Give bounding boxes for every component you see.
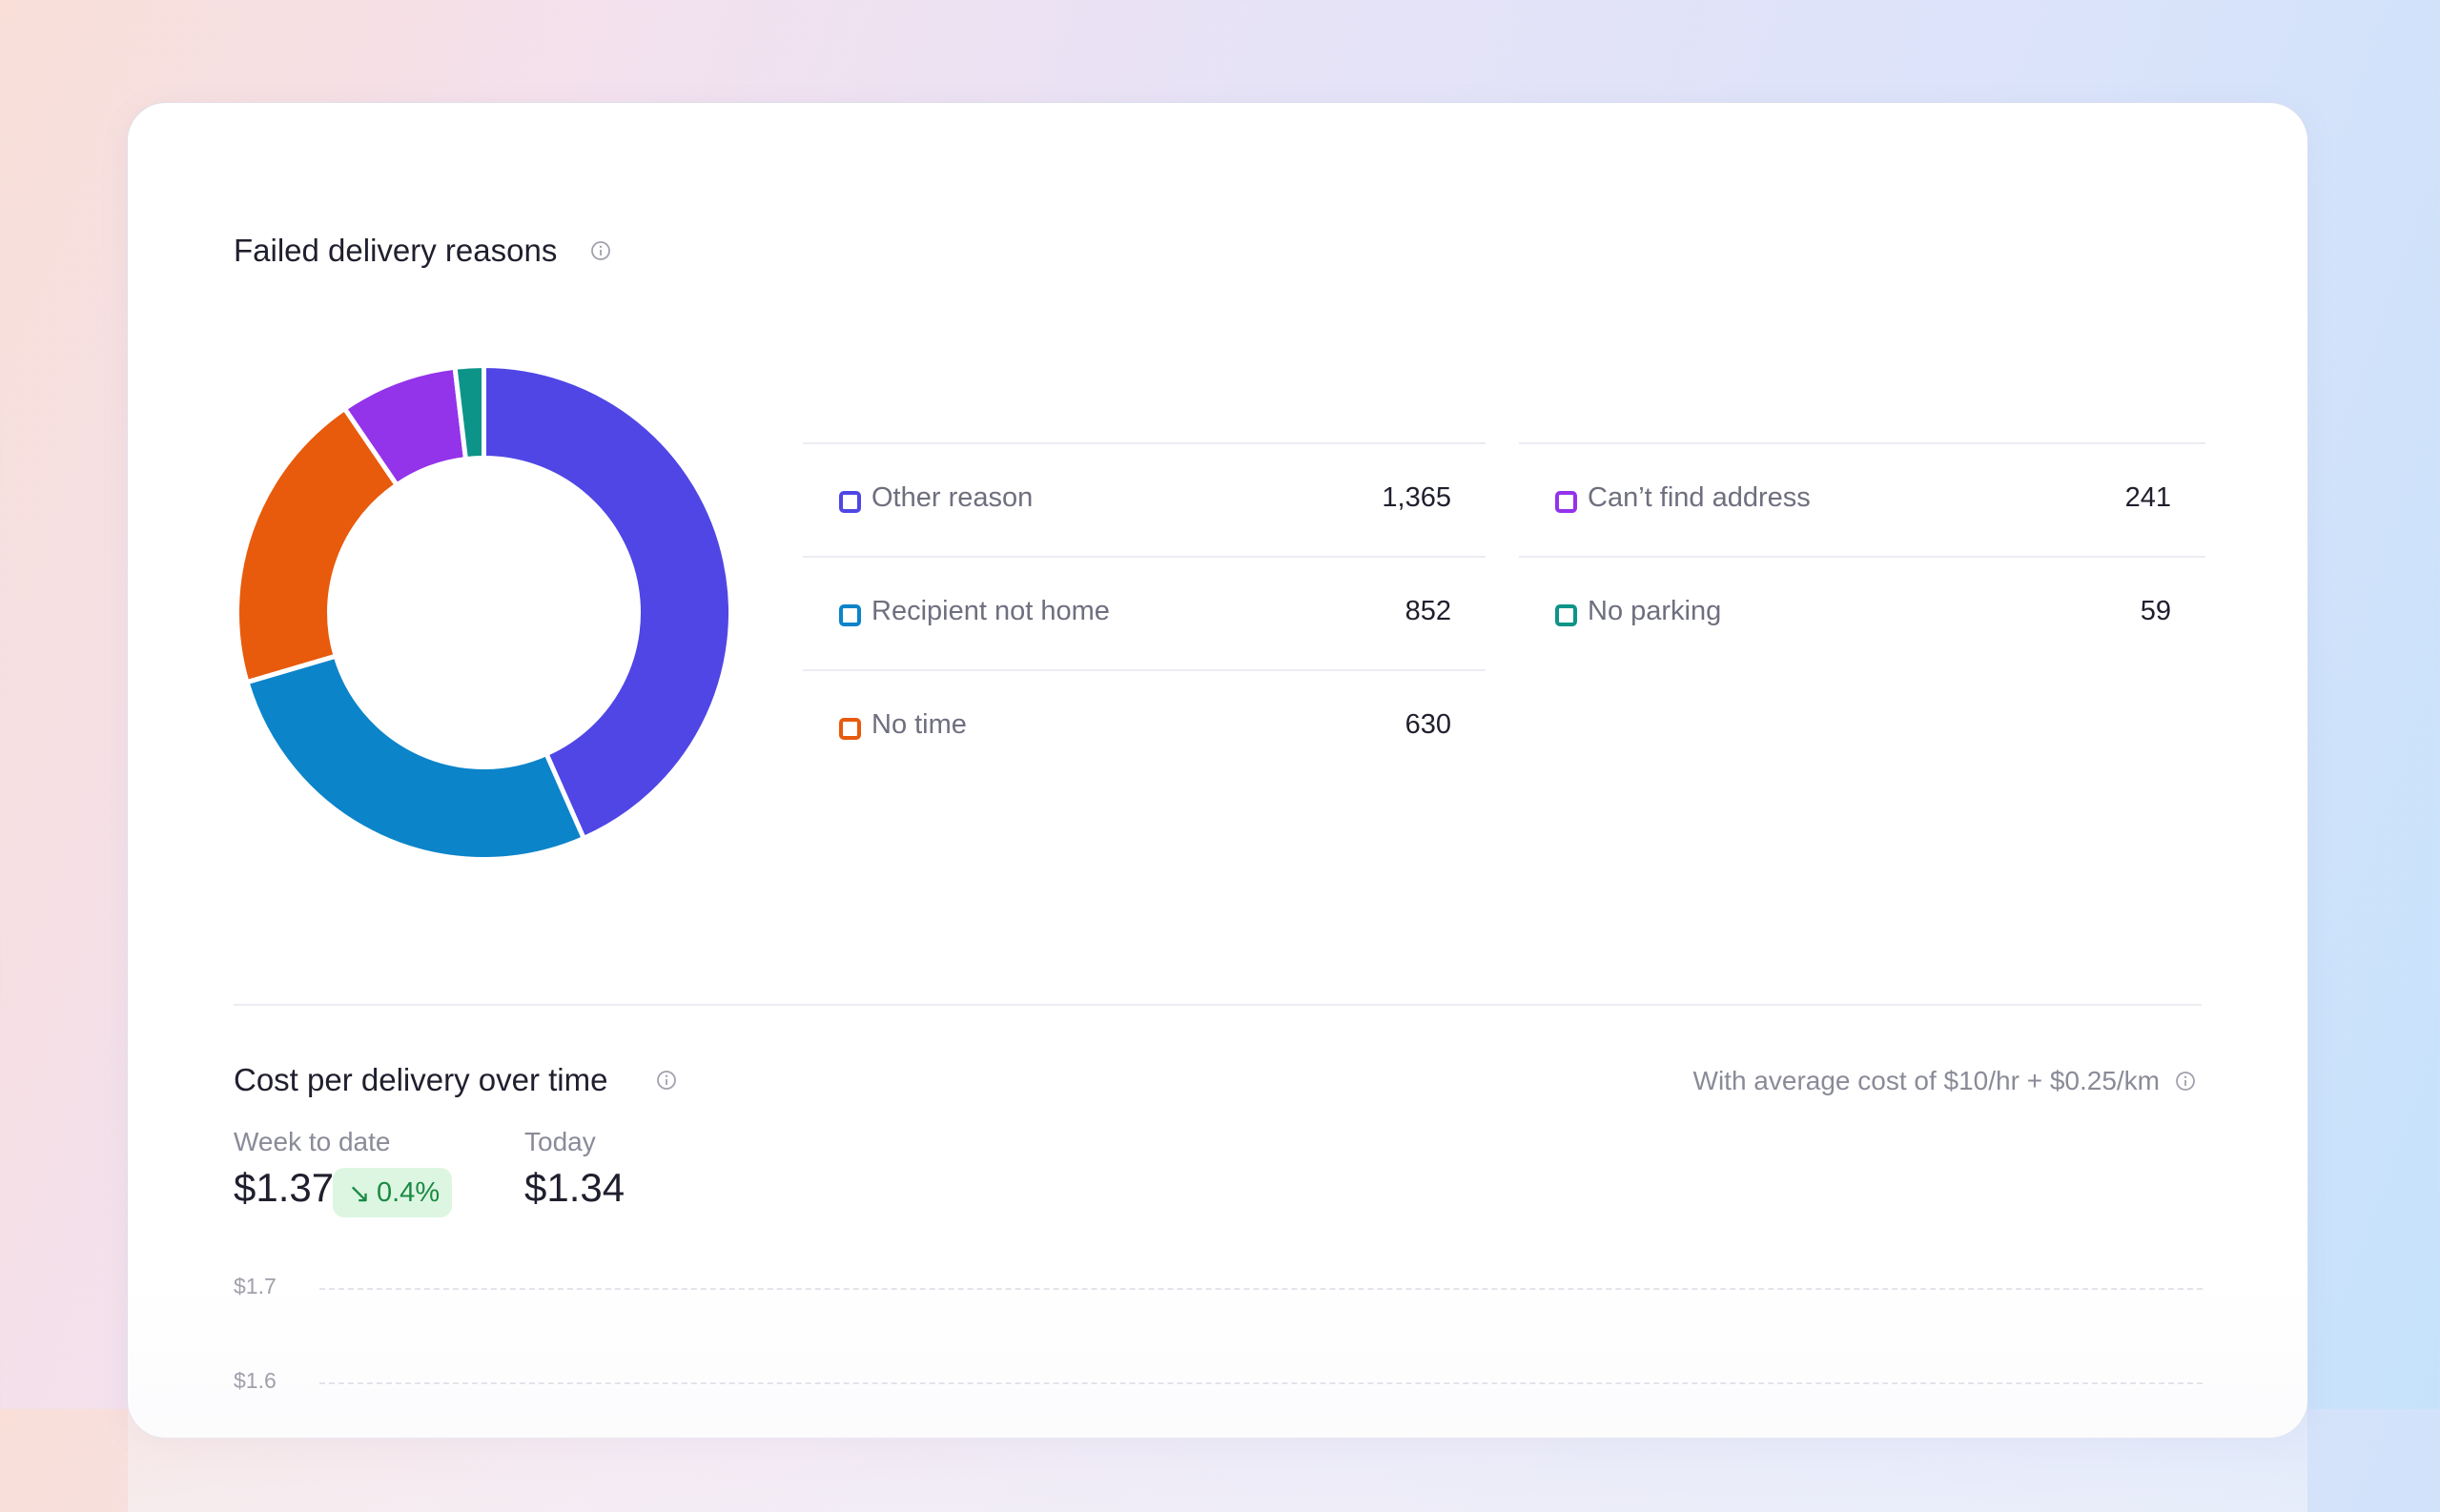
y-tick-label: $1.6: [234, 1368, 277, 1393]
legend-item[interactable]: Recipient not home 852: [803, 556, 1486, 670]
legend-value: 852: [1405, 596, 1451, 626]
cost-title: Cost per delivery over time: [234, 1062, 608, 1097]
legend-item[interactable]: Can’t find address 241: [1519, 442, 2205, 557]
y-tick-label: $1.7: [234, 1274, 277, 1298]
cost-note: With average cost of $10/hr + $0.25/km: [1692, 1066, 2160, 1095]
legend-label: Can’t find address: [1588, 482, 1811, 513]
legend-label: Recipient not home: [871, 596, 1110, 626]
gridline: [319, 1382, 2203, 1384]
today-value: $1.34: [524, 1165, 625, 1210]
legend-value: 630: [1405, 709, 1451, 740]
legend-item[interactable]: No time 630: [803, 669, 1486, 784]
section-divider: [234, 1004, 2202, 1006]
legend-item[interactable]: No parking 59: [1519, 556, 2205, 670]
trend-down-icon: ↘: [348, 1178, 371, 1208]
week-to-date-label: Week to date: [234, 1127, 391, 1156]
failed-delivery-title: Failed delivery reasons: [234, 233, 558, 268]
legend-value: 59: [2140, 596, 2171, 626]
legend-swatch: [1555, 604, 1577, 626]
today-label: Today: [524, 1127, 596, 1156]
change-badge: ↘ 0.4%: [333, 1168, 452, 1217]
donut-slice[interactable]: [243, 653, 587, 862]
info-icon[interactable]: [590, 240, 611, 261]
week-to-date-value: $1.37: [234, 1165, 335, 1210]
legend-label: Other reason: [871, 482, 1034, 513]
legend-label: No time: [871, 709, 967, 740]
legend-value: 241: [2124, 482, 2171, 513]
bottom-fade: [128, 1276, 2307, 1512]
legend-swatch: [839, 718, 861, 740]
legend-swatch: [839, 604, 861, 626]
legend-swatch: [839, 491, 861, 513]
legend-value: 1,365: [1382, 482, 1451, 513]
gridline: [319, 1288, 2203, 1290]
legend-label: No parking: [1588, 596, 1722, 626]
donut-slice[interactable]: [452, 362, 486, 462]
legend-item[interactable]: Other reason 1,365: [803, 442, 1486, 557]
legend-swatch: [1555, 491, 1577, 513]
donut-slice[interactable]: [482, 362, 733, 842]
info-icon[interactable]: [2175, 1071, 2196, 1092]
donut-chart: [235, 362, 733, 862]
donut-slice[interactable]: [235, 405, 400, 685]
change-value: 0.4%: [377, 1177, 441, 1208]
info-icon[interactable]: [656, 1070, 677, 1091]
